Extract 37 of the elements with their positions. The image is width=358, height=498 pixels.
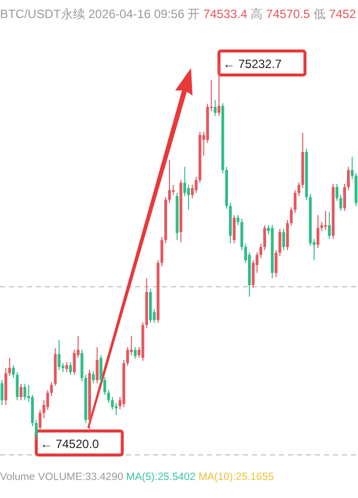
candlestick <box>316 214 320 249</box>
candlestick <box>214 100 217 116</box>
candlestick <box>187 184 190 210</box>
candlestick <box>92 370 95 384</box>
text: 高 74570.5 <box>250 7 314 21</box>
candlestick <box>278 228 282 256</box>
annotation: ← 74520.0 <box>40 437 100 451</box>
candlestick <box>38 409 42 433</box>
text: MA(5):25.5402 <box>126 471 198 483</box>
candlestick <box>286 219 289 251</box>
candlestick <box>168 159 171 204</box>
candlestick <box>65 362 68 373</box>
text: 开 74533.4 <box>188 7 251 21</box>
annotation: ← 75232.7 <box>222 57 282 71</box>
candlestick <box>58 339 60 370</box>
candlestick <box>69 362 72 376</box>
candlestick <box>236 214 240 226</box>
candlestick <box>100 354 102 384</box>
candlestick <box>50 382 53 396</box>
candlestick <box>0 380 4 406</box>
candlestick <box>20 383 22 401</box>
candlestick <box>343 183 346 212</box>
candlestick <box>350 156 354 180</box>
text: 低 7452 <box>313 7 356 21</box>
candlestick <box>336 183 338 202</box>
candlestick <box>172 184 175 196</box>
candlestick <box>190 184 194 199</box>
candlestick <box>282 228 286 251</box>
text: MA(10):25.1655 <box>198 471 274 483</box>
text: VOLUME:33.4290 <box>38 471 126 483</box>
candlestick <box>324 210 327 230</box>
candlestick <box>328 211 331 240</box>
chart-title: BTC/USDT永续 2026-04-16 09:56 <box>0 7 188 21</box>
candlestick <box>346 166 350 191</box>
candlestick <box>274 250 278 278</box>
text: Volume <box>0 471 38 483</box>
candlestick <box>218 62 220 116</box>
